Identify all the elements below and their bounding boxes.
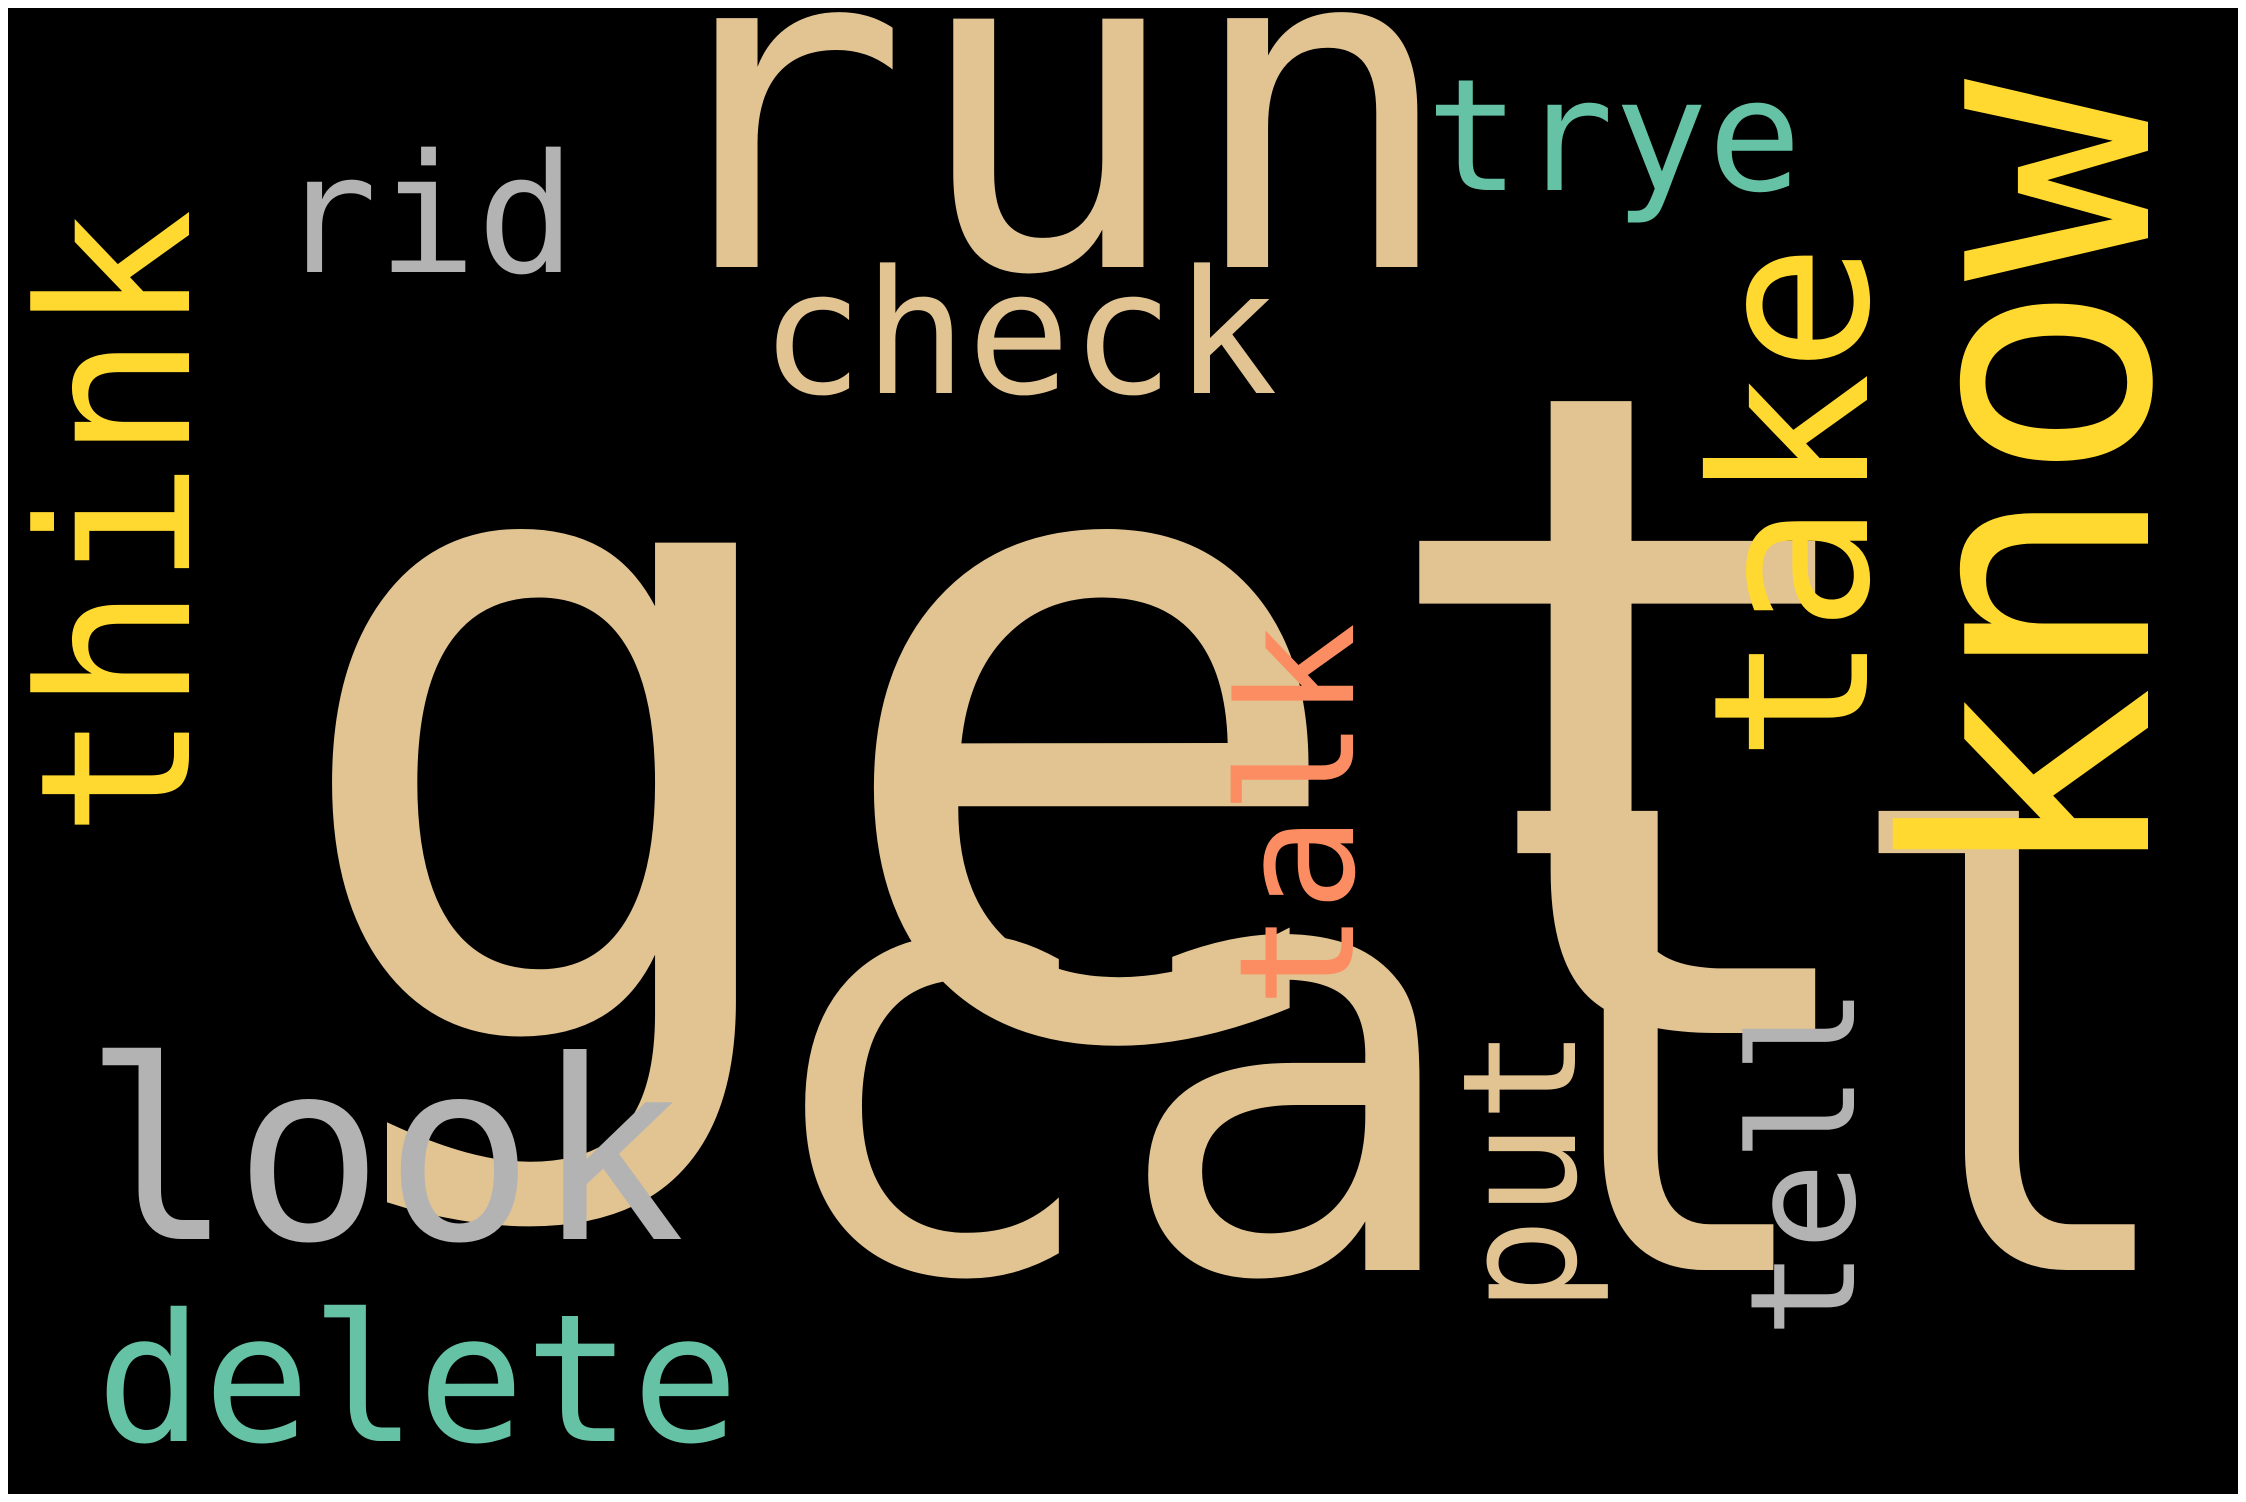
word-take: take: [1667, 242, 1918, 763]
word-tell: tell: [1719, 986, 1889, 1338]
word-look: look: [83, 1007, 686, 1298]
word-get: get: [278, 199, 1904, 1246]
word-check: check: [760, 233, 1278, 434]
word-trye: trye: [1426, 45, 1802, 227]
word-cloud: get call run know take think look delete…: [8, 8, 2238, 1494]
word-think: think: [8, 208, 239, 838]
word-rid: rid: [278, 119, 577, 311]
word-talk: talk: [1204, 622, 1391, 1008]
word-call: call: [748, 713, 2193, 1412]
word-delete: delete: [96, 1276, 739, 1483]
word-run: run: [636, 8, 1458, 375]
word-put: put: [1429, 1027, 1613, 1313]
